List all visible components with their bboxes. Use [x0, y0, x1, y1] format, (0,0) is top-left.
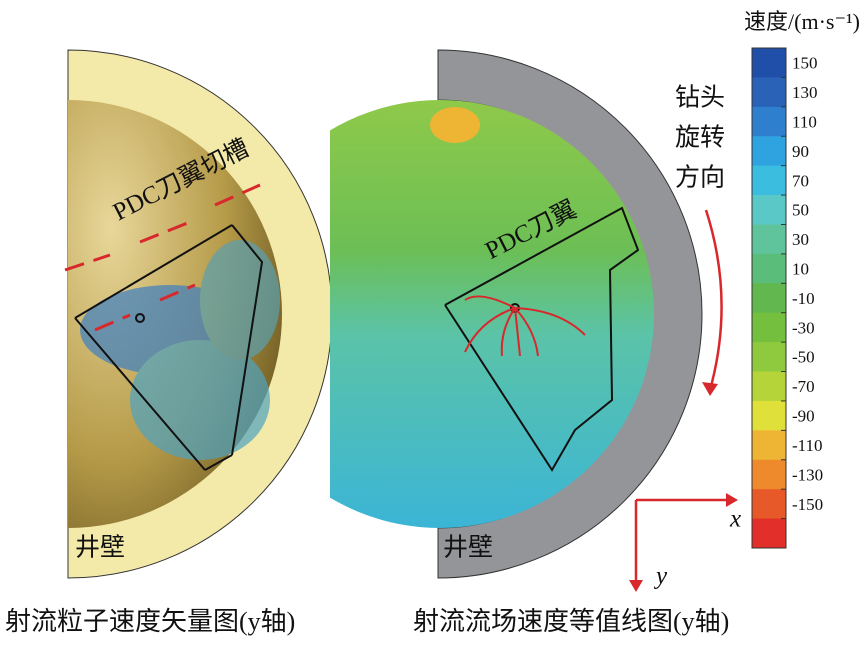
blade-outline: [444, 206, 640, 472]
axis-arrowhead: [629, 493, 738, 592]
rotation-arrow: [704, 209, 723, 391]
colorbar-band: [752, 400, 786, 431]
tick-label: 150: [792, 54, 818, 73]
axes: [634, 498, 728, 582]
caption: 射流流场速度等值线图(y轴): [413, 607, 729, 636]
tick-label: 70: [792, 171, 809, 190]
colorbar-band: [752, 253, 786, 284]
nozzle: [135, 313, 145, 323]
colorbar-band: [752, 430, 786, 461]
tick-label: 10: [792, 259, 809, 278]
rotation-text: 方向: [675, 164, 725, 192]
colorbar-band: [752, 106, 786, 137]
colorbar-title: 速度/(m·s⁻¹): [744, 9, 860, 34]
tick-label: -70: [792, 377, 815, 396]
colorbar-band: [752, 195, 786, 225]
tick-label: -130: [792, 465, 823, 484]
colorbar-band: [752, 165, 786, 196]
axis-label: x: [729, 506, 741, 533]
tick-label: -30: [792, 318, 815, 337]
rotation-arrowhead: [702, 382, 718, 396]
tick-label: 90: [792, 142, 809, 161]
wall-label: 井壁: [75, 534, 125, 562]
tick-label: 130: [792, 83, 818, 102]
colorbar-frame: [751, 47, 787, 549]
hotspot: [430, 107, 480, 143]
tick-label: 50: [792, 201, 809, 220]
tick-label: 30: [792, 230, 809, 249]
colorbar-band: [752, 224, 786, 255]
tick-label: -110: [792, 436, 823, 455]
colorbar-band: [752, 342, 786, 373]
flow-field: [330, 100, 654, 528]
tick-label: -50: [792, 348, 815, 367]
tick-label: -90: [792, 407, 815, 426]
blade-outline: [74, 224, 264, 471]
jet-arrows: [464, 295, 586, 357]
colorbar-band: [752, 77, 786, 108]
colorbar-band: [752, 518, 786, 549]
wall-label: 井壁: [443, 534, 493, 562]
caption: 射流粒子速度矢量图(y轴): [5, 607, 295, 636]
colorbar-band: [752, 136, 786, 167]
colorbar-band: [752, 371, 786, 402]
tick-label: -150: [792, 495, 823, 514]
colorbar-band: [752, 489, 786, 520]
colorbar: 150 130 110 90 70 50 30 10 -10 -30 -50 -70 -90 -110 -1…: [751, 47, 823, 549]
colorbar-band: [752, 283, 786, 314]
colorbar-band: [752, 459, 786, 490]
colorbar-band: [752, 312, 786, 343]
tick-label: 110: [792, 112, 817, 131]
colorbar-band: [752, 48, 786, 78]
rotation-text: 钻头: [675, 84, 725, 112]
tick-label: -10: [792, 289, 815, 308]
axis-label: y: [653, 563, 668, 590]
rotation-text: 旋转: [675, 124, 725, 152]
